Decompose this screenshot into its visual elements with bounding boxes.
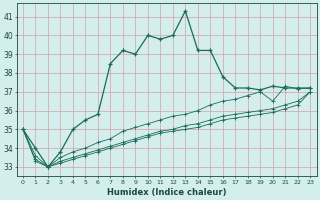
X-axis label: Humidex (Indice chaleur): Humidex (Indice chaleur) [107, 188, 226, 197]
